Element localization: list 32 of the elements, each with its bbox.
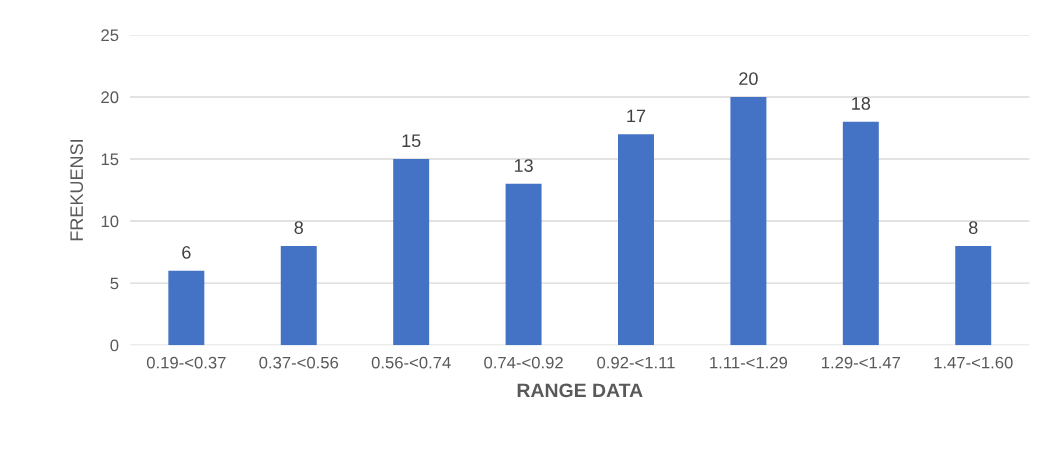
bar — [842, 121, 879, 346]
x-tick-label: 1.11-<1.29 — [710, 356, 788, 369]
data-label: 6 — [182, 246, 191, 259]
data-label: 8 — [294, 221, 303, 234]
data-label: 20 — [739, 72, 758, 86]
y-tick-label: 5 — [110, 277, 119, 290]
bar — [618, 134, 654, 346]
y-tick-label: 10 — [101, 215, 119, 228]
bar — [168, 270, 205, 346]
bar — [280, 245, 317, 346]
y-tick-label: 0 — [110, 339, 119, 352]
data-label: 15 — [402, 134, 421, 148]
x-tick-label: 0.56-<0.74 — [371, 356, 451, 369]
bar — [730, 96, 767, 346]
y-tick-label: 15 — [101, 153, 119, 166]
y-tick-label: 20 — [101, 91, 119, 104]
x-axis-title: RANGE DATA — [517, 383, 643, 398]
x-tick-label: 1.47-<1.60 — [934, 356, 1013, 369]
x-tick-label: 0.37-<0.56 — [259, 356, 339, 369]
bar — [505, 183, 542, 346]
bar — [393, 159, 430, 346]
x-tick-label: 1.29-<1.47 — [822, 356, 901, 369]
y-tick-label: 25 — [101, 29, 119, 42]
bar — [955, 245, 992, 346]
x-tick-label: 0.92-<1.11 — [597, 356, 675, 369]
data-label: 18 — [852, 97, 871, 110]
data-label: 13 — [514, 159, 533, 172]
data-label: 8 — [968, 221, 978, 234]
x-tick-label: 0.74-<0.92 — [484, 356, 563, 369]
data-label: 17 — [627, 109, 646, 123]
x-tick-label: 0.19-<0.37 — [146, 356, 226, 369]
y-axis-title: FREKUENSI — [70, 140, 84, 241]
